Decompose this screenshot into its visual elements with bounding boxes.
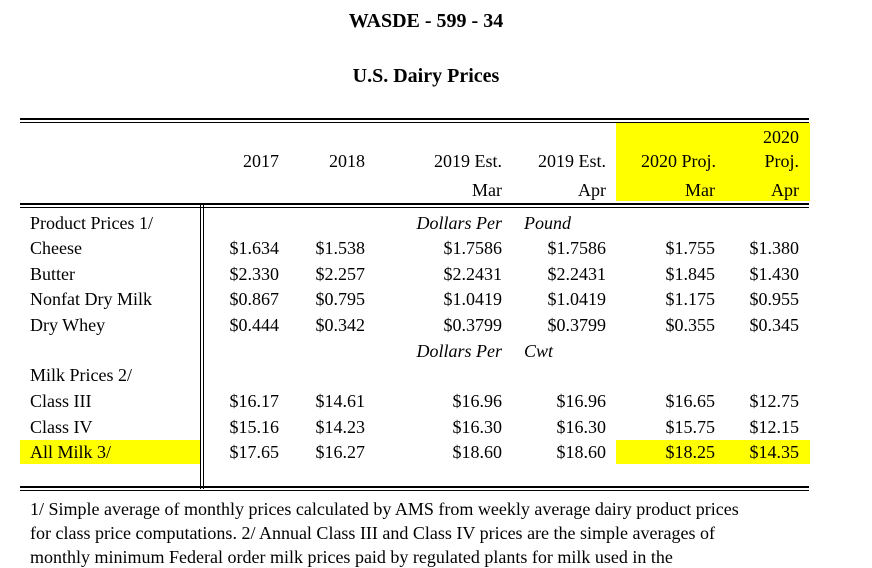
product-row-cell: $0.355	[665, 314, 716, 335]
milk-row-cell: $14.61	[315, 391, 366, 411]
column-divider-2	[203, 203, 204, 489]
header-2019-apr-month: Apr	[578, 180, 606, 200]
milk-row-cell: $16.65	[665, 391, 716, 411]
product-row-cell: $1.430	[749, 263, 800, 284]
milk-section-label: Milk Prices 2/	[30, 365, 132, 385]
milk-row-cell: $14.23	[315, 416, 366, 437]
product-row-cell: $2.2431	[443, 263, 503, 284]
header-2020-apr-line1: 2020	[763, 127, 799, 147]
milk-row-cell: $16.30	[452, 416, 503, 437]
product-row-cell: $1.7586	[547, 238, 607, 258]
header-2018: 2018	[329, 151, 365, 171]
product-row-label: Nonfat Dry Milk	[30, 289, 152, 309]
header-rule-thick	[20, 203, 809, 205]
product-row-cell: $0.444	[229, 314, 280, 335]
bottom-rule-thick	[20, 486, 809, 488]
milk-row-cell: $12.15	[749, 416, 800, 437]
all-milk-label-highlight	[20, 440, 200, 464]
header-2019-apr: 2019 Est.	[537, 151, 606, 171]
milk-row-cell: $15.16	[229, 416, 280, 437]
product-units-right: Pound	[524, 213, 571, 233]
column-divider-1	[200, 203, 201, 489]
product-row-cell: $0.795	[315, 289, 366, 309]
product-row-cell: $0.867	[229, 289, 280, 309]
milk-units-left: Dollars Per	[416, 341, 503, 361]
milk-row-cell: $16.96	[556, 391, 607, 411]
product-row-cell: $2.330	[229, 263, 280, 284]
milk-row-label: Class IV	[30, 416, 93, 437]
product-section-label: Product Prices 1/	[30, 213, 153, 233]
milk-row-cell: $16.96	[452, 391, 503, 411]
milk-row-cell: $17.65	[229, 442, 280, 462]
header-2019-mar: 2019 Est.	[433, 151, 502, 171]
product-row-cell: $1.634	[229, 238, 280, 258]
top-rule-thin	[20, 122, 809, 123]
table-title: U.S. Dairy Prices	[352, 65, 500, 87]
milk-row-cell: $16.27	[315, 442, 366, 462]
product-row-cell: $1.755	[665, 238, 716, 258]
milk-row-label: All Milk 3/	[30, 442, 112, 462]
product-row-cell: $0.955	[749, 289, 800, 309]
header-2020-apr-line2: Proj.	[764, 151, 799, 171]
product-row-cell: $1.0419	[547, 289, 607, 309]
milk-row-cell: $18.60	[452, 442, 503, 462]
milk-row-cell: $14.35	[749, 442, 800, 462]
header-2017: 2017	[243, 151, 279, 171]
product-row-cell: $0.345	[749, 314, 800, 335]
bottom-rule-thin	[20, 490, 809, 491]
product-row-cell: $0.342	[315, 314, 366, 335]
product-row-label: Dry Whey	[30, 314, 106, 335]
footnote-line-3: monthly minimum Federal order milk price…	[30, 547, 673, 567]
footnote-line-1: 1/ Simple average of monthly prices calc…	[30, 499, 739, 519]
all-milk-projection-highlight	[616, 440, 810, 464]
product-row-cell: $1.380	[749, 238, 800, 258]
header-2020-apr-month: Apr	[771, 180, 799, 200]
product-row-cell: $1.7586	[443, 238, 503, 258]
milk-row-cell: $12.75	[749, 391, 800, 411]
top-rule-thick	[20, 118, 809, 120]
product-row-cell: $0.3799	[443, 314, 503, 335]
milk-row-cell: $16.30	[556, 416, 607, 437]
product-row-cell: $1.538	[315, 238, 366, 258]
milk-row-cell: $16.17	[229, 391, 280, 411]
document-reference: WASDE - 599 - 34	[348, 10, 504, 32]
header-2020-mar-month: Mar	[685, 180, 715, 200]
footnote-line-2: for class price computations. 2/ Annual …	[30, 523, 715, 543]
header-2019-mar-month: Mar	[472, 180, 502, 200]
product-units-left: Dollars Per	[416, 213, 503, 233]
product-row-cell: $2.257	[315, 263, 366, 284]
milk-row-cell: $18.25	[665, 442, 716, 462]
product-row-cell: $0.3799	[547, 314, 607, 335]
product-row-label: Cheese	[30, 238, 82, 258]
projection-header-highlight	[616, 123, 810, 201]
product-row-cell: $1.0419	[443, 289, 503, 309]
product-row-cell: $1.845	[665, 263, 716, 284]
milk-row-cell: $18.60	[556, 442, 607, 462]
product-row-label: Butter	[30, 263, 75, 284]
milk-units-right: Cwt	[524, 341, 554, 361]
milk-row-label: Class III	[30, 391, 92, 411]
header-rule-thin	[20, 207, 809, 208]
header-2020-mar: 2020 Proj.	[640, 151, 716, 171]
milk-row-cell: $15.75	[665, 416, 716, 437]
product-row-cell: $1.175	[665, 289, 716, 309]
product-row-cell: $2.2431	[547, 263, 607, 284]
